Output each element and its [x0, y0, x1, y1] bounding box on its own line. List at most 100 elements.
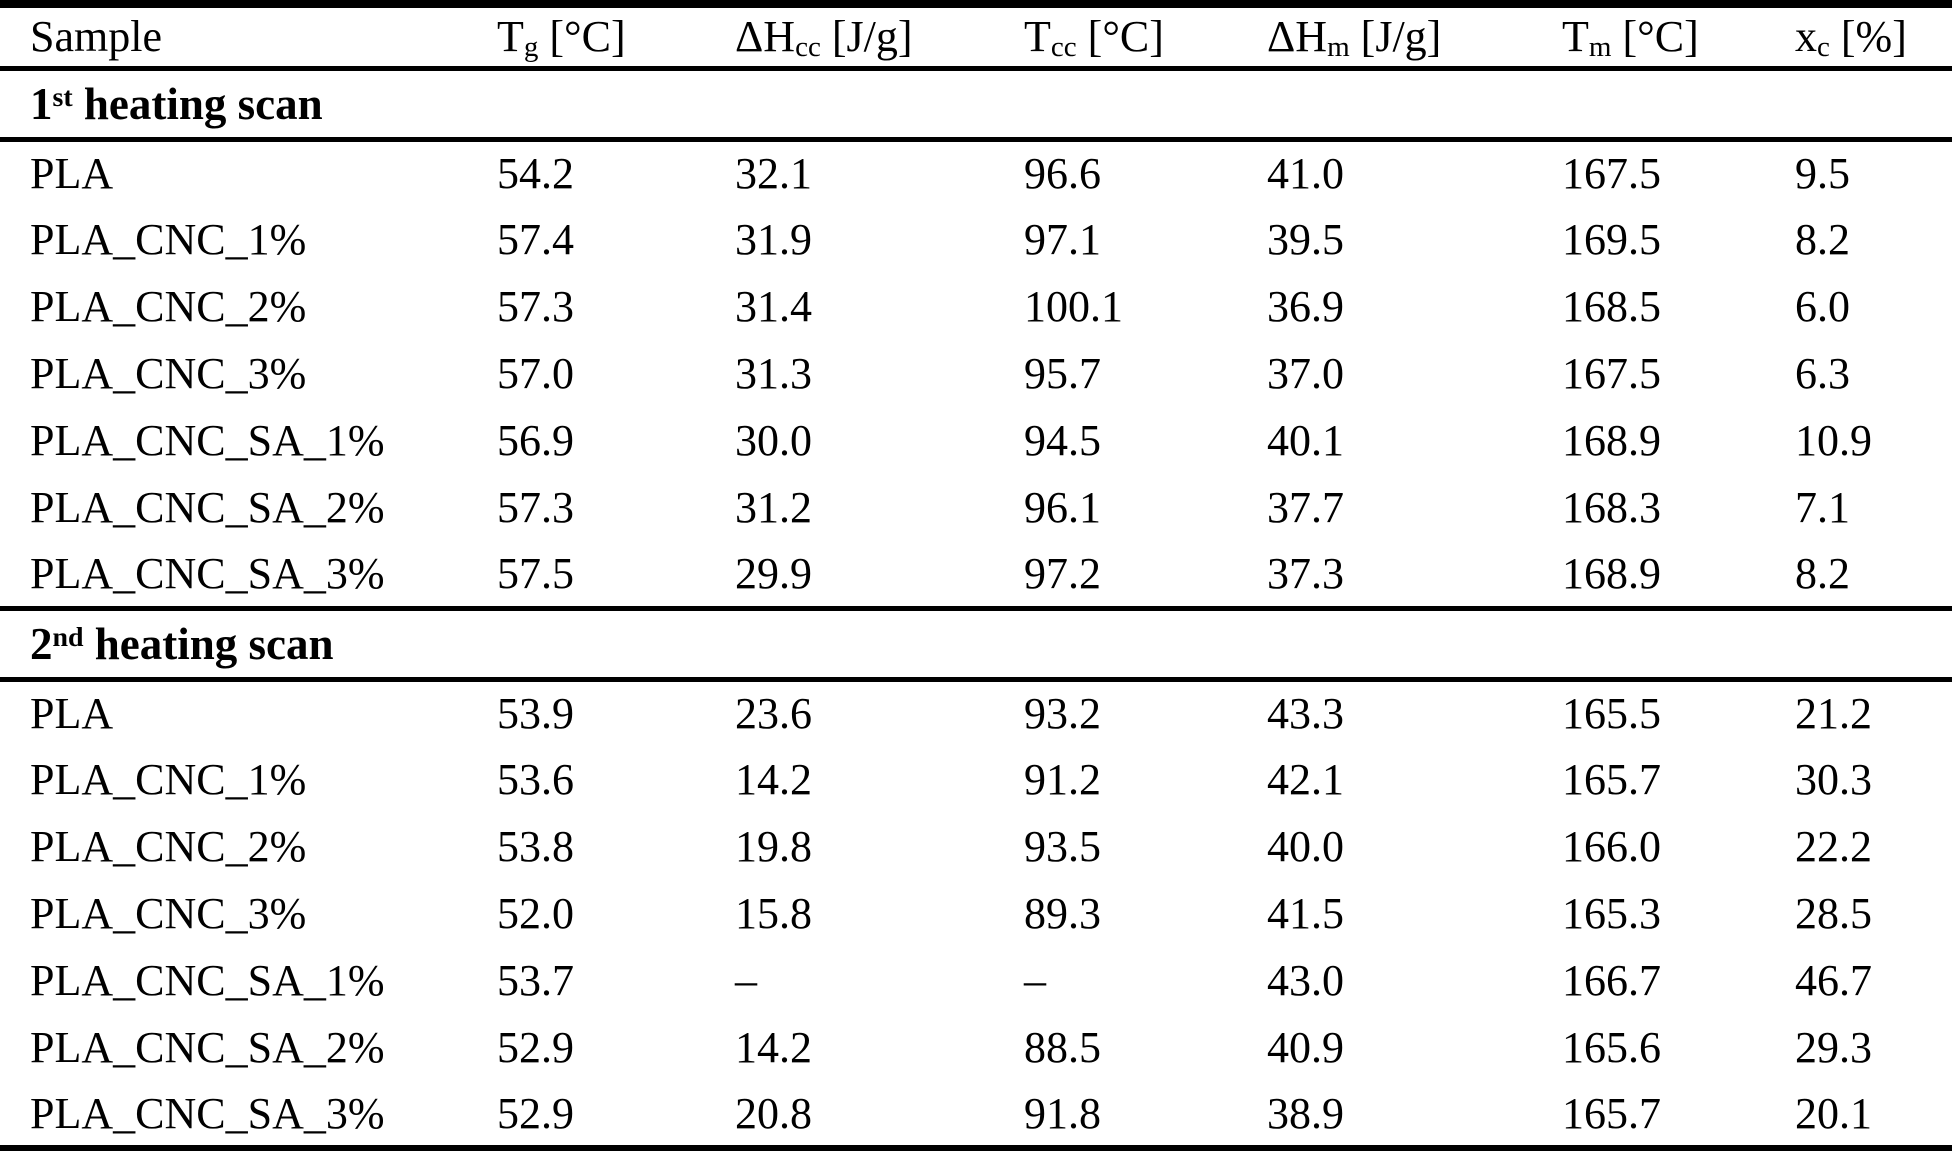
value-cell: 53.7 — [497, 956, 574, 1005]
value-cell: 43.0 — [1267, 956, 1344, 1005]
value-cell: 6.3 — [1795, 349, 1850, 398]
value-cell: 168.5 — [1562, 282, 1661, 331]
sample-name: PLA_CNC_SA_2% — [30, 1023, 385, 1072]
value-cell: 52.9 — [497, 1023, 574, 1072]
value-cell: 37.7 — [1267, 483, 1344, 532]
value-cell: 20.1 — [1795, 1088, 1872, 1138]
value-cell: 7.1 — [1795, 483, 1850, 532]
table-row: PLA_CNC_SA_2% 52.9 14.2 88.5 40.9 165.6 29.3 — [0, 1014, 1952, 1081]
value-cell: 39.5 — [1267, 215, 1344, 264]
table-row: PLA_CNC_3% 52.0 15.8 89.3 41.5 165.3 28.5 — [0, 880, 1952, 947]
table-row: PLA_CNC_SA_1% 53.7 – – 43.0 166.7 46.7 — [0, 947, 1952, 1014]
column-header: xc [%] — [1795, 12, 1907, 64]
table-row: PLA_CNC_1% 53.6 14.2 91.2 42.1 165.7 30.3 — [0, 746, 1952, 813]
column-header: Sample — [30, 12, 162, 62]
table-row: PLA_CNC_SA_3% 52.9 20.8 91.8 38.9 165.7 20.1 — [0, 1081, 1952, 1148]
table-row: PLA_CNC_SA_2% 57.3 31.2 96.1 37.7 168.3 7.1 — [0, 474, 1952, 541]
value-cell: 165.7 — [1562, 755, 1661, 804]
sample-name: PLA_CNC_1% — [30, 755, 307, 804]
value-cell: 9.5 — [1795, 149, 1850, 199]
table-row: PLA 54.2 32.1 96.6 41.0 167.5 9.5 — [0, 139, 1952, 206]
value-cell: 91.8 — [1024, 1088, 1101, 1138]
value-cell: 31.4 — [735, 282, 812, 331]
table-body: 1st heating scan PLA 54.2 32.1 96.6 41.0 167.5… — [0, 65, 1952, 1148]
value-cell: 32.1 — [735, 149, 812, 199]
value-cell: 57.3 — [497, 282, 574, 331]
value-cell: 100.1 — [1024, 282, 1123, 331]
value-cell: 168.3 — [1562, 483, 1661, 532]
header-subscript: m — [1327, 31, 1350, 64]
value-cell: 168.9 — [1562, 548, 1661, 598]
table-row: PLA_CNC_3% 57.0 31.3 95.7 37.0 167.5 6.3 — [0, 340, 1952, 407]
column-header: ΔHm [J/g] — [1267, 12, 1442, 64]
value-cell: 14.2 — [735, 755, 812, 804]
sample-name: PLA — [30, 149, 114, 199]
column-header: Tm [°C] — [1562, 12, 1699, 64]
value-cell: 42.1 — [1267, 755, 1344, 804]
value-cell: 97.1 — [1024, 215, 1101, 264]
header-subscript: m — [1588, 31, 1612, 64]
value-cell: 41.0 — [1267, 149, 1344, 199]
table-row: PLA 53.9 23.6 93.2 43.3 165.5 21.2 — [0, 679, 1952, 746]
value-cell: 41.5 — [1267, 889, 1344, 938]
sample-name: PLA_CNC_SA_1% — [30, 956, 385, 1005]
table-row: PLA_CNC_2% 53.8 19.8 93.5 40.0 166.0 22.2 — [0, 813, 1952, 880]
value-cell: 57.0 — [497, 349, 574, 398]
value-cell: 169.5 — [1562, 215, 1661, 264]
sample-name: PLA_CNC_3% — [30, 349, 307, 398]
sample-name: PLA_CNC_SA_3% — [30, 548, 385, 598]
value-cell: 19.8 — [735, 822, 812, 871]
column-header: Tcc [°C] — [1024, 12, 1164, 64]
value-cell: 166.7 — [1562, 956, 1661, 1005]
column-header: Tg [°C] — [497, 12, 626, 64]
value-cell: 52.9 — [497, 1088, 574, 1138]
header-subscript: cc — [795, 31, 821, 64]
value-cell: 57.5 — [497, 548, 574, 598]
value-cell: 40.0 — [1267, 822, 1344, 871]
value-cell: 57.3 — [497, 483, 574, 532]
value-cell: 37.0 — [1267, 349, 1344, 398]
value-cell: 28.5 — [1795, 889, 1872, 938]
value-cell: 36.9 — [1267, 282, 1344, 331]
value-cell: 96.1 — [1024, 483, 1101, 532]
table-row: PLA_CNC_SA_3% 57.5 29.9 97.2 37.3 168.9 8.2 — [0, 541, 1952, 608]
column-header: ΔHcc [J/g] — [735, 12, 913, 64]
section-title: 1st heating scan — [0, 65, 1952, 142]
header-row: Sample Tg [°C] ΔHcc [J/g] Tcc [°C] ΔHm [J/g]… — [0, 4, 1952, 68]
value-cell: 94.5 — [1024, 416, 1101, 465]
value-cell: 23.6 — [735, 689, 812, 739]
value-cell: 10.9 — [1795, 416, 1872, 465]
value-cell: 21.2 — [1795, 689, 1872, 739]
value-cell: 40.1 — [1267, 416, 1344, 465]
value-cell: 15.8 — [735, 889, 812, 938]
value-cell: 22.2 — [1795, 822, 1872, 871]
value-cell: 56.9 — [497, 416, 574, 465]
value-cell: 31.9 — [735, 215, 812, 264]
value-cell: 31.3 — [735, 349, 812, 398]
value-cell: 93.5 — [1024, 822, 1101, 871]
value-cell: 37.3 — [1267, 548, 1344, 598]
header-subscript: c — [1817, 31, 1830, 64]
value-cell: 38.9 — [1267, 1088, 1344, 1138]
value-cell: – — [735, 956, 757, 1005]
value-cell: 88.5 — [1024, 1023, 1101, 1072]
ordinal-superscript: nd — [52, 621, 84, 653]
value-cell: 54.2 — [497, 149, 574, 199]
section-title: 2nd heating scan — [0, 605, 1952, 682]
ordinal-superscript: st — [52, 81, 73, 113]
header-subscript: cc — [1050, 31, 1077, 64]
table-row: PLA_CNC_SA_1% 56.9 30.0 94.5 40.1 168.9 10.9 — [0, 407, 1952, 474]
value-cell: 30.0 — [735, 416, 812, 465]
value-cell: 167.5 — [1562, 349, 1661, 398]
value-cell: 97.2 — [1024, 548, 1101, 598]
value-cell: 168.9 — [1562, 416, 1661, 465]
value-cell: 96.6 — [1024, 149, 1101, 199]
value-cell: 165.3 — [1562, 889, 1661, 938]
value-cell: 46.7 — [1795, 956, 1872, 1005]
sample-name: PLA — [30, 689, 114, 739]
value-cell: 53.9 — [497, 689, 574, 739]
value-cell: 166.0 — [1562, 822, 1661, 871]
sample-name: PLA_CNC_1% — [30, 215, 307, 264]
section-header-row: 2nd heating scan — [0, 605, 1952, 682]
value-cell: – — [1024, 956, 1046, 1005]
